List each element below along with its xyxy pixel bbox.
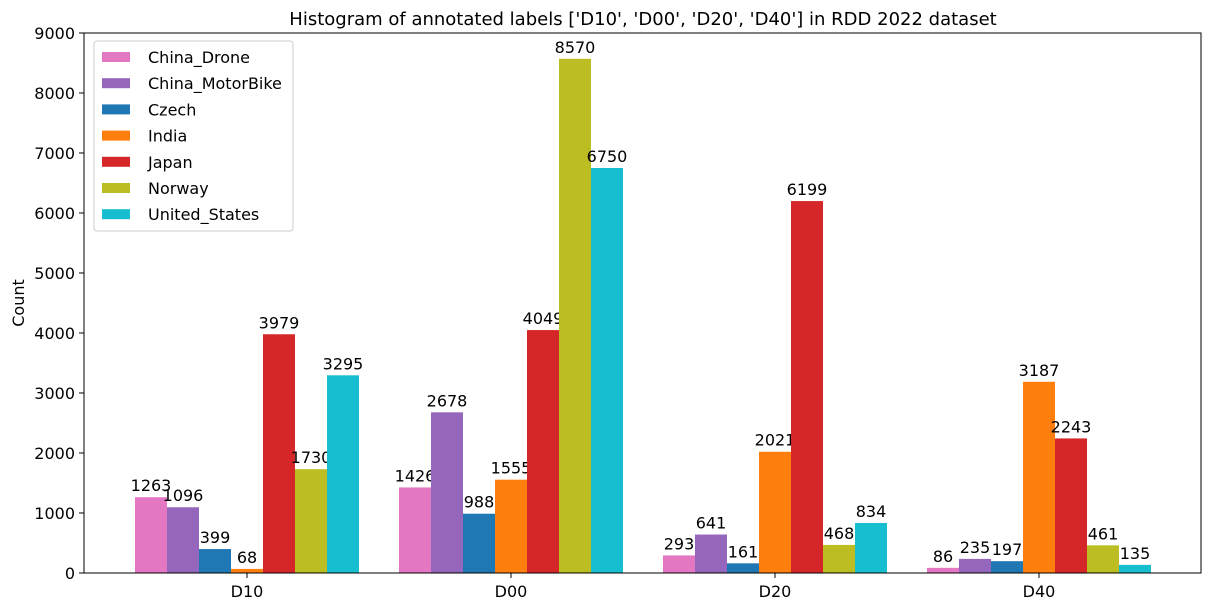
data-label: 461: [1088, 524, 1119, 543]
bar-india-d00: [495, 479, 527, 573]
legend-swatch: [102, 209, 130, 220]
bar-india-d20: [759, 451, 791, 573]
axes-frame: [83, 32, 1202, 574]
bar-united-states-d00: [591, 168, 623, 573]
bar-china-motorbike-d40: [959, 558, 991, 573]
legend-box: [93, 40, 294, 232]
bar-czech-d00: [463, 513, 495, 573]
y-tick-label: 6000: [34, 204, 75, 223]
y-axis-label: Count: [9, 279, 28, 327]
bar-norway-d10: [295, 469, 327, 573]
data-label: 161: [728, 542, 759, 561]
bar-china-motorbike-d00: [431, 412, 463, 573]
data-label: 468: [824, 524, 855, 543]
data-label: 235: [960, 538, 991, 557]
x-tick-label: D10: [231, 582, 264, 601]
bar-czech-d10: [199, 549, 231, 573]
y-tick-label: 8000: [34, 84, 75, 103]
data-label: 135: [1120, 544, 1151, 563]
legend-label: China_MotorBike: [148, 74, 282, 94]
y-tick-label: 4000: [34, 324, 75, 343]
legend-label: Norway: [148, 179, 209, 198]
data-label: 293: [664, 534, 695, 553]
y-tick-label: 1000: [34, 504, 75, 523]
y-tick-label: 5000: [34, 264, 75, 283]
bar-china-drone-d20: [663, 555, 695, 573]
bar-norway-d00: [559, 58, 591, 574]
data-label: 3295: [323, 354, 364, 373]
x-tick-label: D20: [759, 582, 792, 601]
data-label: 6199: [787, 180, 828, 199]
bar-india-d10: [231, 568, 263, 573]
bar-china-drone-d00: [399, 487, 431, 573]
bar-japan-d10: [263, 334, 295, 573]
legend-label: China_Drone: [148, 48, 250, 68]
bar-czech-d20: [727, 563, 759, 573]
data-label: 2021: [755, 431, 796, 450]
y-tick-label: 0: [65, 564, 75, 583]
bar-india-d40: [1023, 381, 1055, 573]
bar-united-states-d40: [1119, 564, 1151, 573]
data-label: 68: [237, 548, 257, 567]
bar-japan-d40: [1055, 438, 1087, 573]
y-tick-label: 7000: [34, 144, 75, 163]
bar-norway-d20: [823, 544, 855, 573]
data-label: 4049: [523, 309, 564, 328]
legend-label: United_States: [148, 205, 259, 225]
plot-area: 1263 1426 293 86 1096 2678 641 235 399 988 161 197 6…: [34, 24, 1202, 601]
legend-label: Czech: [148, 100, 196, 119]
bar-japan-d20: [791, 201, 823, 573]
legend-swatch: [102, 156, 130, 167]
data-label: 1263: [131, 476, 172, 495]
data-label: 399: [200, 528, 231, 547]
chart-title: Histogram of annotated labels ['D10', 'D…: [289, 9, 996, 30]
bar-czech-d40: [991, 561, 1023, 573]
legend-label: India: [148, 127, 187, 146]
data-label: 8570: [555, 38, 596, 57]
data-label: 1426: [395, 466, 436, 485]
legend-swatch: [102, 104, 130, 115]
y-tick-label: 3000: [34, 384, 75, 403]
data-label: 1730: [291, 448, 332, 467]
y-tick-label: 9000: [34, 24, 75, 43]
bar-norway-d40: [1087, 545, 1119, 573]
y-tick-label: 2000: [34, 444, 75, 463]
data-label: 988: [464, 493, 495, 512]
data-label: 86: [933, 547, 953, 566]
legend-swatch: [102, 52, 130, 62]
bar-japan-d00: [527, 330, 559, 573]
data-label: 1555: [491, 459, 532, 478]
legend-swatch: [102, 78, 130, 89]
data-label: 834: [856, 502, 887, 521]
bar-united-states-d10: [327, 375, 359, 573]
data-label: 3187: [1019, 361, 1060, 380]
bar-china-drone-d40: [927, 567, 959, 573]
legend-label: Japan: [147, 153, 193, 172]
bar-united-states-d20: [855, 522, 887, 573]
data-label: 6750: [587, 147, 628, 166]
data-label: 2678: [427, 391, 468, 410]
data-label: 641: [696, 514, 727, 533]
x-tick-label: D00: [495, 582, 528, 601]
bar-china-drone-d10: [135, 497, 167, 573]
data-label: 197: [992, 540, 1023, 559]
data-label: 3979: [259, 313, 300, 332]
x-tick-label: D40: [1023, 582, 1056, 601]
bar-china-motorbike-d20: [695, 534, 727, 573]
legend-swatch: [102, 130, 130, 141]
legend-swatch: [102, 183, 130, 193]
legend: China_Drone China_MotorBike Czech India Japa…: [93, 40, 294, 232]
data-label: 1096: [163, 486, 204, 505]
data-label: 2243: [1051, 417, 1092, 436]
bar-china-motorbike-d10: [167, 507, 199, 573]
